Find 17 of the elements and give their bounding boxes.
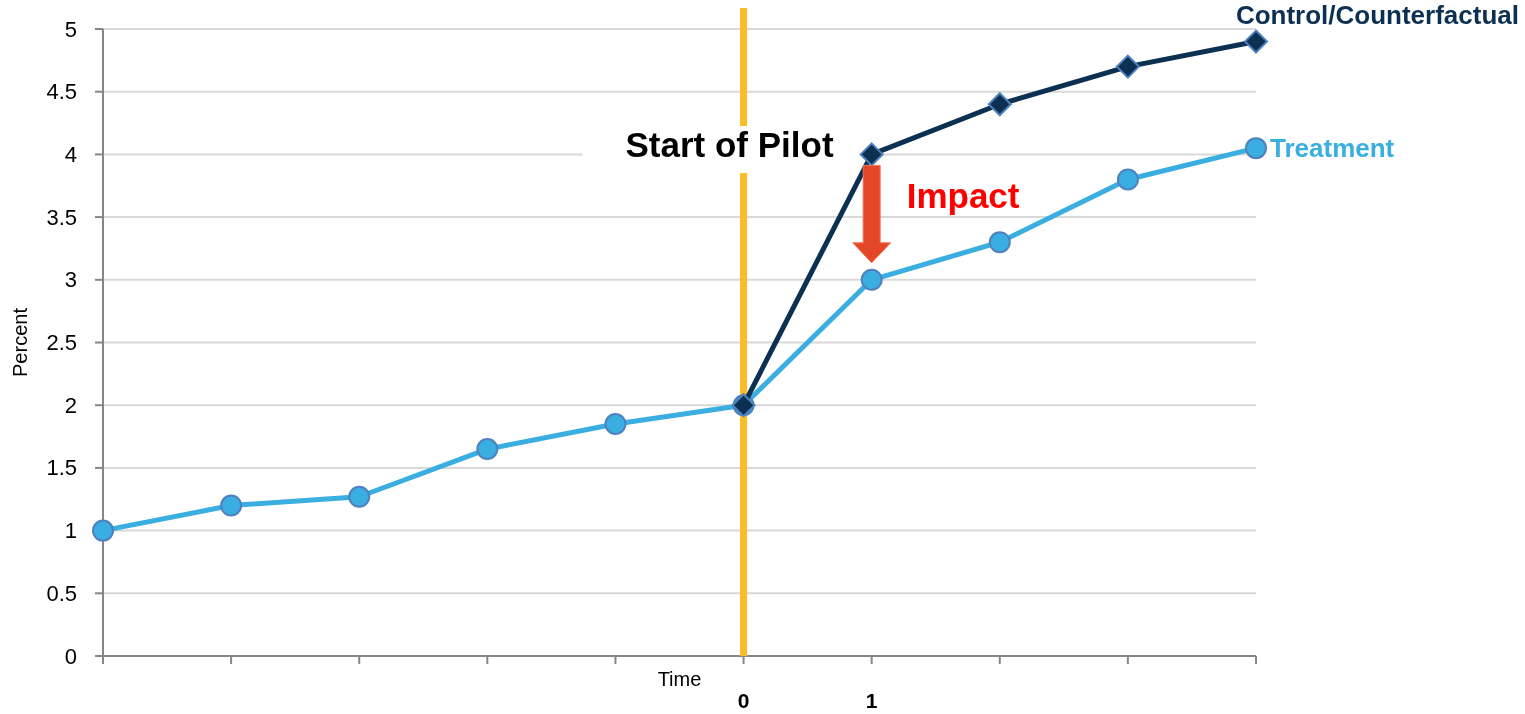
series-label: Control/Counterfactual [1235,0,1519,30]
y-tick-label: 4.5 [46,79,77,105]
y-tick-label: 0 [64,643,77,669]
y-tick-label: 5 [64,16,77,42]
y-tick-label: 0.5 [46,580,77,606]
y-tick-label: 2.5 [46,330,77,355]
ref-line-label: Start of Pilot [625,125,834,164]
series-label: Treatment [1270,133,1395,164]
y-axis-title: Percent [9,307,31,377]
y-tick-label: 2 [64,392,77,418]
y-tick-label: 1 [64,518,77,544]
annotation: Impact [906,176,1020,216]
x-axis-title: Time [657,668,702,690]
y-tick-label: 3.5 [46,204,77,230]
y-tick-label: 4 [64,141,77,167]
y-tick-label: 3 [64,267,77,293]
y-tick-label: 1.5 [46,455,77,481]
